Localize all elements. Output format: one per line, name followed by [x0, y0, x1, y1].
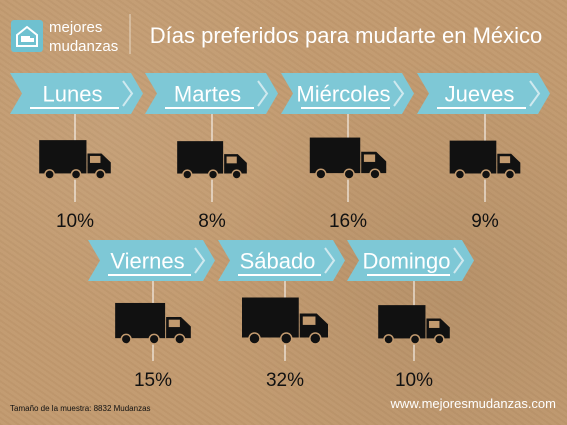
truck-cargo	[177, 141, 224, 174]
sample-size-note: Tamaño de la muestra: 8832 Mudanzas	[10, 404, 151, 413]
day-banner	[417, 73, 550, 114]
truck-wheel	[480, 169, 492, 180]
day-column: Jueves 9%	[417, 73, 550, 232]
truck-wheel	[280, 332, 293, 345]
house-outline	[16, 25, 38, 47]
value-label: 10%	[56, 211, 94, 232]
banner-chevron	[324, 247, 336, 274]
truck-wheel	[248, 332, 261, 345]
truck-window	[89, 155, 101, 163]
truck-window	[499, 156, 511, 164]
truck-cargo	[449, 140, 497, 174]
truck-wheel	[94, 169, 106, 180]
truck-window	[363, 154, 376, 162]
truck-icon	[242, 297, 328, 345]
truck-window	[428, 320, 440, 328]
day-label: Domingo	[362, 249, 450, 274]
day-label: Sábado	[240, 249, 316, 274]
truck-wheel	[315, 168, 327, 180]
truck-cargo	[115, 302, 166, 339]
day-banner	[10, 73, 143, 114]
day-columns: Lunes 10% Martes 8% Miércoles 16% Jueves 9% Vier…	[10, 73, 550, 391]
value-label: 10%	[395, 370, 433, 391]
truck-cargo	[242, 297, 299, 338]
truck-wheel	[309, 332, 322, 345]
value-label: 16%	[329, 211, 367, 232]
day-column: Miércoles 16%	[281, 73, 414, 232]
day-label: Martes	[174, 82, 241, 107]
website-link[interactable]: www.mejoresmudanzas.com	[390, 396, 556, 411]
truck-window	[302, 316, 316, 325]
truck-icon	[378, 305, 450, 345]
banner-chevron	[122, 80, 134, 107]
value-label: 8%	[198, 211, 226, 232]
truck-cargo	[309, 137, 361, 174]
truck-wheel	[44, 169, 55, 180]
day-column: Sábado 32%	[218, 240, 345, 391]
truck-wheel	[409, 334, 421, 345]
truck-wheel	[182, 169, 193, 180]
banner-chevron	[529, 80, 541, 107]
day-column: Martes 8%	[145, 73, 278, 232]
brand-logo: mejores mudanzas	[11, 19, 118, 55]
truck-wheel	[343, 168, 355, 180]
truck-wheel	[383, 334, 394, 345]
banner-chevron	[257, 80, 269, 107]
day-label: Lunes	[43, 82, 103, 107]
truck-wheel	[433, 334, 445, 345]
day-banner	[281, 73, 414, 114]
banner-chevron	[453, 247, 465, 274]
value-label: 9%	[471, 211, 499, 232]
banner-chevron	[194, 247, 206, 274]
day-column: Domingo 10%	[347, 240, 474, 391]
truck-window	[168, 319, 180, 328]
truck-wheel	[174, 333, 186, 345]
banner-chevron	[393, 80, 405, 107]
day-column: Viernes 15%	[88, 240, 215, 391]
logo-truck-cab	[30, 38, 34, 42]
truck-window	[226, 156, 237, 164]
value-label: 15%	[134, 370, 172, 391]
truck-icon	[309, 137, 387, 180]
day-banner	[218, 240, 345, 281]
truck-wheel	[369, 168, 381, 180]
day-banner	[88, 240, 215, 281]
page-title: Días preferidos para mudarte en México	[150, 23, 543, 48]
truck-wheel	[70, 169, 82, 180]
truck-wheel	[120, 333, 132, 345]
brand-line2: mudanzas	[49, 38, 118, 55]
truck-wheel	[231, 169, 242, 180]
day-label: Miércoles	[296, 82, 390, 107]
truck-wheel	[148, 333, 160, 345]
truck-icon	[115, 302, 191, 345]
truck-icon	[449, 140, 521, 180]
brand-line1: mejores	[49, 19, 102, 36]
truck-icon	[39, 140, 111, 180]
day-banner	[347, 240, 474, 281]
truck-icon	[177, 141, 247, 180]
day-banner	[145, 73, 278, 114]
value-label: 32%	[266, 370, 304, 391]
truck-wheel	[207, 169, 219, 180]
day-label: Viernes	[110, 249, 184, 274]
day-label: Jueves	[445, 82, 515, 107]
day-column: Lunes 10%	[10, 73, 143, 232]
truck-cargo	[378, 305, 426, 339]
logo-truck-body	[21, 36, 30, 42]
truck-wheel	[504, 169, 516, 180]
truck-cargo	[39, 140, 87, 174]
truck-wheel	[454, 169, 466, 180]
